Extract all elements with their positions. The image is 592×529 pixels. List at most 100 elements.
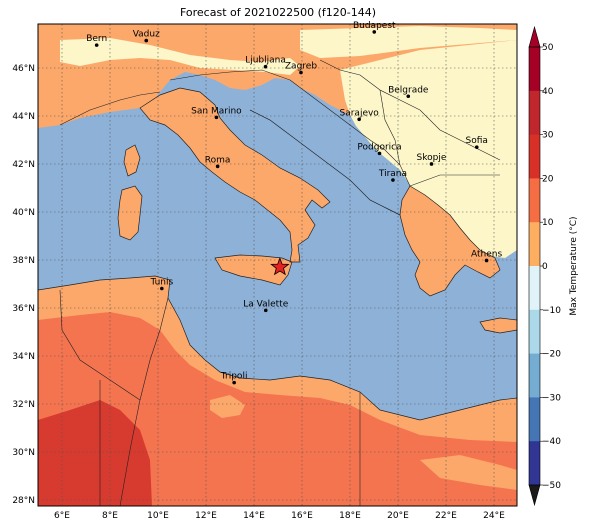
alps-pale xyxy=(60,38,300,75)
map-title: Forecast of 2021022500 (f120-144) xyxy=(179,6,377,19)
city-label: Budapest xyxy=(353,21,396,31)
colorbar-tick-label: 40 xyxy=(542,87,554,97)
colorbar-segment xyxy=(529,353,540,398)
colorbar-segment xyxy=(529,397,540,442)
colorbar-segment xyxy=(529,222,540,267)
lat-tick: 32°N xyxy=(12,400,35,410)
colorbar-tick-label: −20 xyxy=(542,350,561,360)
city-dot xyxy=(474,145,479,149)
lon-tick: 8°E xyxy=(102,511,118,521)
city-dot xyxy=(357,117,361,122)
colorbar-segment xyxy=(529,266,540,311)
colorbar-tick-label: −10 xyxy=(542,306,561,316)
lon-tick: 20°E xyxy=(387,511,409,521)
colorbar-tick-label: 20 xyxy=(542,174,554,184)
colorbar-tick-label: −50 xyxy=(542,481,561,491)
colorbar-segment xyxy=(529,47,540,92)
lat-tick: 42°N xyxy=(12,160,35,170)
city-dot xyxy=(144,38,149,43)
balkan-pale xyxy=(340,40,517,258)
city-label: Athens xyxy=(471,249,502,259)
city-dot xyxy=(160,286,164,291)
city-dot xyxy=(215,164,220,169)
colorbar-segment xyxy=(529,309,540,355)
lat-tick: 46°N xyxy=(12,64,35,74)
city-label: Sarajevo xyxy=(340,108,380,118)
lon-tick: 12°E xyxy=(195,511,217,521)
city-label: Podgorica xyxy=(357,142,401,152)
city-dot xyxy=(263,308,268,313)
city-label: Belgrade xyxy=(388,85,429,95)
colorbar-tick-label: 30 xyxy=(542,131,554,141)
crete-land xyxy=(480,318,517,333)
colorbar-tick-label: 50 xyxy=(542,43,554,53)
corsica-land xyxy=(124,145,140,176)
lat-tick: 28°N xyxy=(12,496,35,506)
city-dot xyxy=(372,30,377,34)
lat-tick: 36°N xyxy=(12,304,35,314)
lon-tick: 16°E xyxy=(291,511,313,521)
city-dot xyxy=(377,151,382,156)
city-dot xyxy=(299,70,303,75)
greece-land xyxy=(400,186,500,296)
city-label: Tunis xyxy=(149,278,173,288)
city-dot xyxy=(429,162,434,166)
map-frame xyxy=(37,23,518,507)
north-pale xyxy=(300,26,517,58)
lat-tick-labels: 46°N 44°N 42°N 40°N 38°N 36°N 34°N 32°N … xyxy=(12,64,35,506)
colorbar-tick-label: 10 xyxy=(542,218,554,228)
colorbar-extend-bottom xyxy=(528,484,541,507)
city-dot xyxy=(263,64,268,69)
city-label: Zagreb xyxy=(285,61,317,71)
lon-tick: 24°E xyxy=(483,511,505,521)
city-dot xyxy=(94,43,99,47)
city-label: San Marino xyxy=(191,106,242,116)
lat-tick: 38°N xyxy=(12,256,35,266)
africa-patch-2 xyxy=(420,455,517,490)
lon-tick-labels: 6°E 8°E 10°E 12°E 14°E 16°E 18°E 20°E 22… xyxy=(54,511,505,521)
graticule xyxy=(38,24,517,506)
city-dot xyxy=(214,115,219,120)
city-label: Sofia xyxy=(466,136,488,146)
lat-tick: 44°N xyxy=(12,112,35,122)
lon-tick: 18°E xyxy=(339,511,361,521)
city-dot xyxy=(484,258,489,263)
lon-tick: 22°E xyxy=(435,511,457,521)
lat-tick: 34°N xyxy=(12,352,35,362)
lon-tick: 10°E xyxy=(147,511,169,521)
city-label: Bern xyxy=(86,34,107,44)
city-dot xyxy=(232,380,236,385)
colorbar: 50 40 30 20 10 0 −10 −20 −30 −40 −50 xyxy=(528,25,561,507)
colorbar-tick-label: −40 xyxy=(542,437,561,447)
city-dot xyxy=(406,94,411,99)
sardinia-land xyxy=(118,186,142,240)
borders xyxy=(59,59,501,506)
coastlines xyxy=(38,87,517,421)
colorbar-segment xyxy=(529,441,540,486)
colorbar-extend-top xyxy=(528,25,541,48)
italy-land xyxy=(140,88,330,262)
lon-tick: 14°E xyxy=(243,511,265,521)
city-label: Roma xyxy=(205,155,231,165)
lon-tick: 6°E xyxy=(54,511,70,521)
lat-tick: 30°N xyxy=(12,448,35,458)
colorbar-segment xyxy=(529,134,540,179)
colorbar-segment xyxy=(529,178,540,223)
africa-patch xyxy=(210,395,245,418)
colorbar-tick-label: 0 xyxy=(542,262,548,272)
city-label: Vaduz xyxy=(133,30,160,40)
city-label: Ljubljana xyxy=(245,56,286,66)
star-marker-icon xyxy=(270,257,290,276)
colorbar-tick-label: −30 xyxy=(542,393,561,403)
city-label: Tirana xyxy=(378,169,407,179)
sicily-land xyxy=(215,255,292,285)
colorbar-segment xyxy=(529,90,540,136)
city-label: Tripoli xyxy=(220,372,248,382)
colorbar-label: Max Temperature (°C) xyxy=(569,216,579,315)
city-label: Skopje xyxy=(417,153,447,163)
lat-tick: 40°N xyxy=(12,208,35,218)
africa-hot-region xyxy=(38,400,152,506)
city-label: La Valette xyxy=(243,299,288,309)
